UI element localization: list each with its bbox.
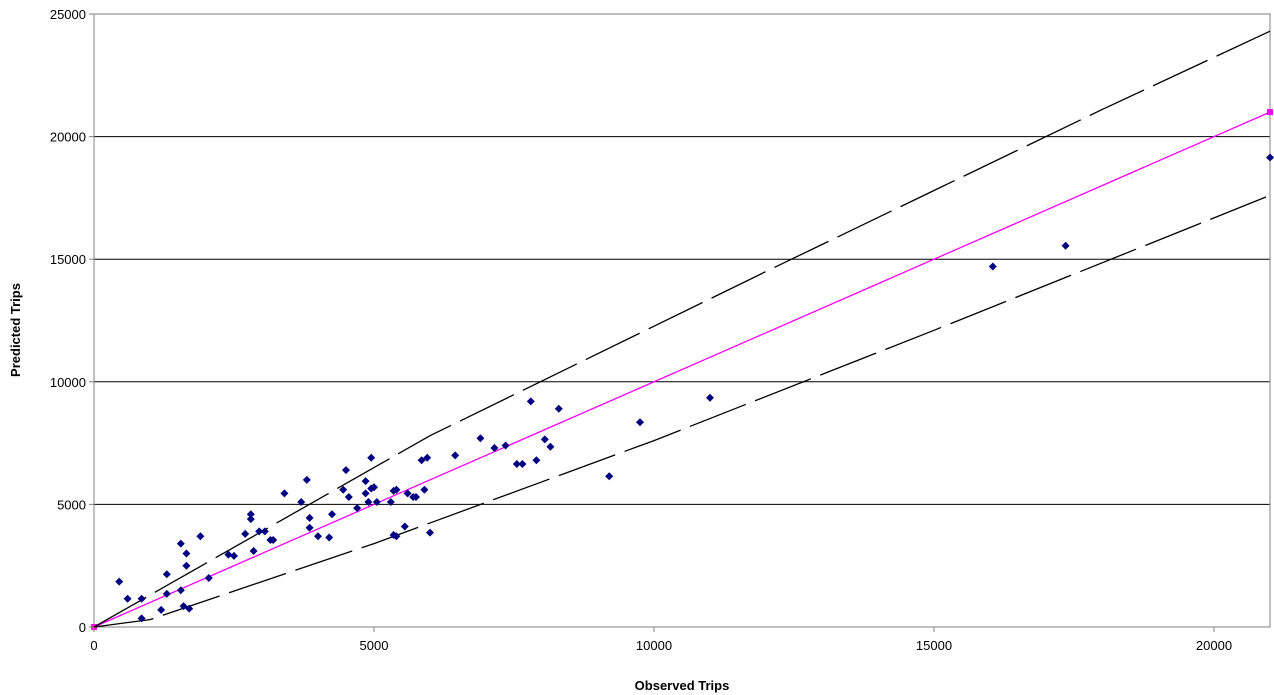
data-point bbox=[246, 510, 255, 519]
data-point bbox=[353, 504, 362, 513]
data-point bbox=[526, 397, 535, 406]
data-point bbox=[325, 533, 334, 542]
data-point bbox=[361, 477, 370, 486]
data-point bbox=[636, 418, 644, 427]
data-point bbox=[305, 523, 314, 532]
y-tick-label: 20000 bbox=[50, 130, 86, 145]
y-tick-label: 15000 bbox=[50, 252, 86, 267]
y-tick-label: 25000 bbox=[50, 7, 86, 22]
data-point bbox=[367, 453, 376, 462]
data-point bbox=[182, 561, 191, 570]
data-point bbox=[241, 529, 250, 538]
data-point bbox=[420, 485, 429, 494]
data-point bbox=[403, 489, 412, 498]
data-point bbox=[361, 489, 370, 498]
data-point bbox=[115, 577, 124, 586]
data-point bbox=[314, 532, 322, 541]
y-axis-title: Predicted Trips bbox=[8, 283, 23, 377]
data-point bbox=[260, 527, 269, 536]
data-point bbox=[546, 442, 555, 451]
data-point bbox=[255, 527, 264, 536]
data-point bbox=[342, 466, 350, 475]
data-point bbox=[176, 539, 185, 548]
data-point bbox=[554, 404, 563, 413]
data-point bbox=[137, 614, 146, 623]
identity-line bbox=[93, 111, 1271, 628]
data-point bbox=[417, 456, 426, 465]
data-points bbox=[115, 153, 1274, 623]
gridlines bbox=[94, 136, 1270, 505]
data-point bbox=[269, 535, 278, 544]
data-point bbox=[423, 453, 432, 462]
x-axis-title: Observed Trips bbox=[635, 678, 730, 693]
data-point bbox=[1061, 241, 1070, 250]
data-point bbox=[364, 497, 373, 506]
identity-line-marker bbox=[1267, 109, 1273, 116]
data-point bbox=[185, 604, 194, 613]
data-point bbox=[1266, 153, 1274, 162]
data-point bbox=[518, 459, 527, 468]
data-point bbox=[328, 510, 336, 519]
data-point bbox=[339, 485, 348, 494]
data-point bbox=[370, 483, 378, 492]
data-point bbox=[137, 594, 146, 603]
data-point bbox=[204, 573, 213, 582]
data-point bbox=[412, 493, 420, 502]
data-point bbox=[280, 489, 289, 498]
data-point bbox=[605, 472, 614, 481]
data-point bbox=[176, 586, 185, 595]
y-tick-label: 0 bbox=[79, 620, 86, 635]
x-tick-label: 15000 bbox=[916, 638, 952, 653]
data-point bbox=[706, 393, 714, 402]
data-point bbox=[297, 497, 306, 506]
x-tick-label: 20000 bbox=[1196, 638, 1232, 653]
data-point bbox=[123, 594, 132, 603]
data-point bbox=[392, 532, 401, 541]
data-point bbox=[196, 532, 205, 541]
data-point bbox=[501, 441, 510, 450]
data-point bbox=[179, 602, 188, 611]
data-point bbox=[392, 485, 401, 494]
data-point bbox=[162, 589, 171, 598]
data-point bbox=[426, 528, 434, 537]
data-point bbox=[157, 605, 166, 614]
data-point bbox=[988, 262, 997, 271]
data-point bbox=[372, 497, 381, 506]
bound-line bbox=[93, 30, 1271, 628]
plot-area-frame bbox=[93, 13, 1271, 628]
data-point bbox=[162, 570, 171, 579]
data-point bbox=[230, 551, 238, 560]
data-point bbox=[224, 550, 233, 559]
data-point bbox=[540, 435, 549, 444]
y-axis-tick-labels: 0 5000 10000 15000 20000 25000 bbox=[50, 7, 94, 635]
data-point bbox=[532, 456, 541, 465]
data-point bbox=[302, 475, 311, 484]
data-point bbox=[512, 459, 521, 468]
data-point bbox=[305, 513, 314, 522]
data-point bbox=[490, 444, 499, 453]
data-point bbox=[400, 522, 409, 531]
data-point bbox=[451, 451, 460, 460]
data-point bbox=[249, 546, 258, 555]
x-tick-label: 5000 bbox=[360, 638, 389, 653]
data-point bbox=[344, 493, 353, 502]
x-axis-tick-labels: 0 5000 10000 15000 20000 bbox=[90, 627, 1232, 653]
y-tick-label: 10000 bbox=[50, 375, 86, 390]
data-point bbox=[246, 515, 255, 524]
data-point bbox=[386, 497, 395, 506]
data-point bbox=[182, 549, 191, 558]
bound-line bbox=[93, 194, 1271, 628]
x-tick-label: 0 bbox=[90, 638, 97, 653]
data-point bbox=[476, 434, 485, 443]
y-tick-label: 5000 bbox=[57, 497, 86, 512]
x-tick-label: 10000 bbox=[636, 638, 672, 653]
